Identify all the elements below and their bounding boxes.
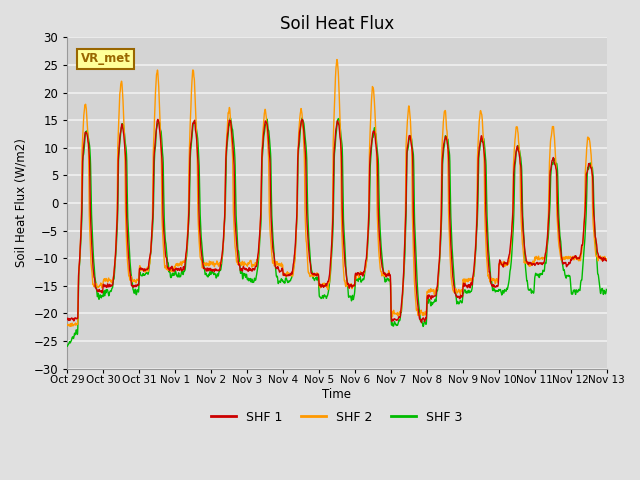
SHF 1 (417, 320, 425, 325)
SHF 2 (66, 324, 74, 329)
SHF 1 (602, 258, 610, 264)
SHF 3 (364, 235, 372, 240)
Text: VR_met: VR_met (81, 52, 131, 65)
SHF 2 (365, 217, 372, 223)
Line: SHF 3: SHF 3 (67, 118, 606, 346)
SHF 3 (227, 115, 234, 121)
Title: Soil Heat Flux: Soil Heat Flux (280, 15, 394, 33)
SHF 1 (570, 254, 578, 260)
SHF 3 (63, 343, 71, 349)
SHF 1 (298, 117, 306, 122)
SHF 2 (602, 256, 610, 262)
SHF 2 (570, 257, 578, 263)
SHF 1 (364, 228, 372, 233)
SHF 2 (214, 260, 221, 266)
SHF 2 (556, 244, 563, 250)
SHF 1 (353, 271, 360, 277)
SHF 3 (570, 288, 578, 294)
Legend: SHF 1, SHF 2, SHF 3: SHF 1, SHF 2, SHF 3 (206, 406, 468, 429)
SHF 1 (214, 267, 221, 273)
SHF 1 (63, 316, 71, 322)
SHF 1 (556, 231, 563, 237)
SHF 3 (555, 215, 563, 221)
SHF 2 (333, 57, 341, 62)
X-axis label: Time: Time (323, 388, 351, 401)
SHF 2 (494, 279, 502, 285)
SHF 1 (494, 284, 502, 289)
SHF 3 (214, 271, 221, 277)
Y-axis label: Soil Heat Flux (W/m2): Soil Heat Flux (W/m2) (15, 139, 28, 267)
SHF 3 (602, 287, 610, 292)
Line: SHF 2: SHF 2 (67, 60, 606, 326)
SHF 3 (493, 288, 501, 294)
SHF 3 (353, 277, 360, 283)
SHF 2 (353, 272, 360, 277)
Line: SHF 1: SHF 1 (67, 120, 606, 323)
SHF 2 (63, 323, 71, 328)
